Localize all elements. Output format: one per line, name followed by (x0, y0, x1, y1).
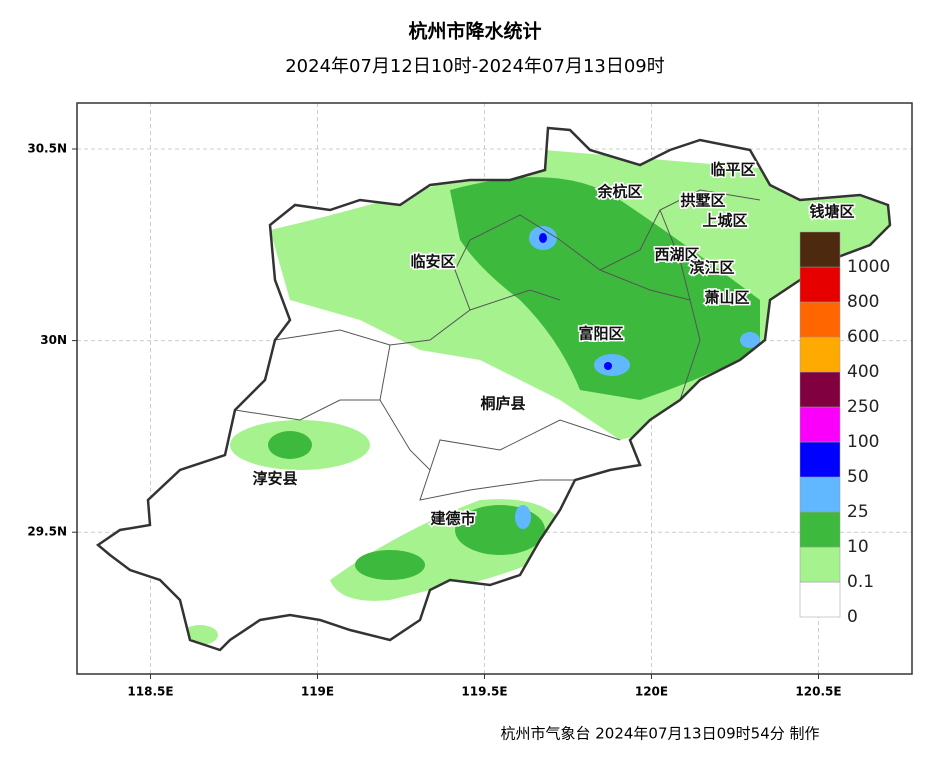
district-label: 淳安县 (252, 470, 297, 488)
legend-label: 100 (847, 432, 879, 452)
district-label: 桐庐县 (480, 395, 525, 413)
district-label: 西湖区 (654, 246, 699, 264)
legend-swatch (799, 441, 841, 478)
district-label: 建德市 (430, 510, 475, 528)
legend-label: 800 (847, 292, 879, 312)
rain-field (98, 128, 890, 650)
legend-swatch (799, 266, 841, 303)
district-label: 临安区 (410, 253, 455, 271)
district-label: 余杭区 (596, 183, 642, 201)
legend-label: 10 (847, 537, 869, 557)
legend-swatch (799, 476, 841, 513)
district-label: 富阳区 (578, 325, 623, 343)
x-tick-label: 120.5E (795, 685, 841, 699)
grid (77, 103, 912, 674)
legend-swatch (799, 231, 841, 268)
legend: 0 0.1 10 25 50 100 250 400 600 800 1000 (799, 231, 890, 627)
district-label: 临平区 (710, 161, 755, 179)
district-label: 滨江区 (689, 259, 734, 277)
x-tick-label: 120E (635, 685, 668, 699)
legend-label: 25 (847, 502, 869, 522)
subtitle: 2024年07月12日10时-2024年07月13日09时 (285, 56, 665, 77)
legend-label: 1000 (847, 257, 890, 277)
district-label: 萧山区 (704, 289, 749, 307)
legend-swatch (799, 406, 841, 443)
y-tick-label: 30N (40, 333, 67, 347)
title: 杭州市降水统计 (408, 20, 541, 43)
x-tick-label: 118.5E (127, 685, 173, 699)
footer: 杭州市气象台 2024年07月13日09时54分 制作 (500, 725, 819, 743)
legend-swatch (799, 301, 841, 338)
legend-swatch (799, 546, 841, 583)
legend-label: 0 (847, 607, 858, 627)
district-label: 钱塘区 (809, 203, 854, 221)
legend-swatch (799, 371, 841, 408)
legend-label: 0.1 (847, 572, 874, 592)
district-label: 拱墅区 (680, 192, 725, 210)
legend-label: 50 (847, 467, 869, 487)
y-tick-label: 30.5N (27, 141, 67, 155)
x-tick-label: 119.5E (461, 685, 507, 699)
legend-label: 400 (847, 362, 879, 382)
legend-label: 600 (847, 327, 879, 347)
legend-swatch (799, 581, 841, 618)
map-frame (76, 102, 913, 675)
legend-swatch (799, 336, 841, 373)
x-tick-label: 119E (301, 685, 334, 699)
legend-swatch (799, 511, 841, 548)
y-tick-label: 29.5N (27, 525, 67, 539)
county-borders (234, 189, 761, 501)
district-label: 上城区 (702, 212, 747, 230)
legend-label: 250 (847, 397, 879, 417)
